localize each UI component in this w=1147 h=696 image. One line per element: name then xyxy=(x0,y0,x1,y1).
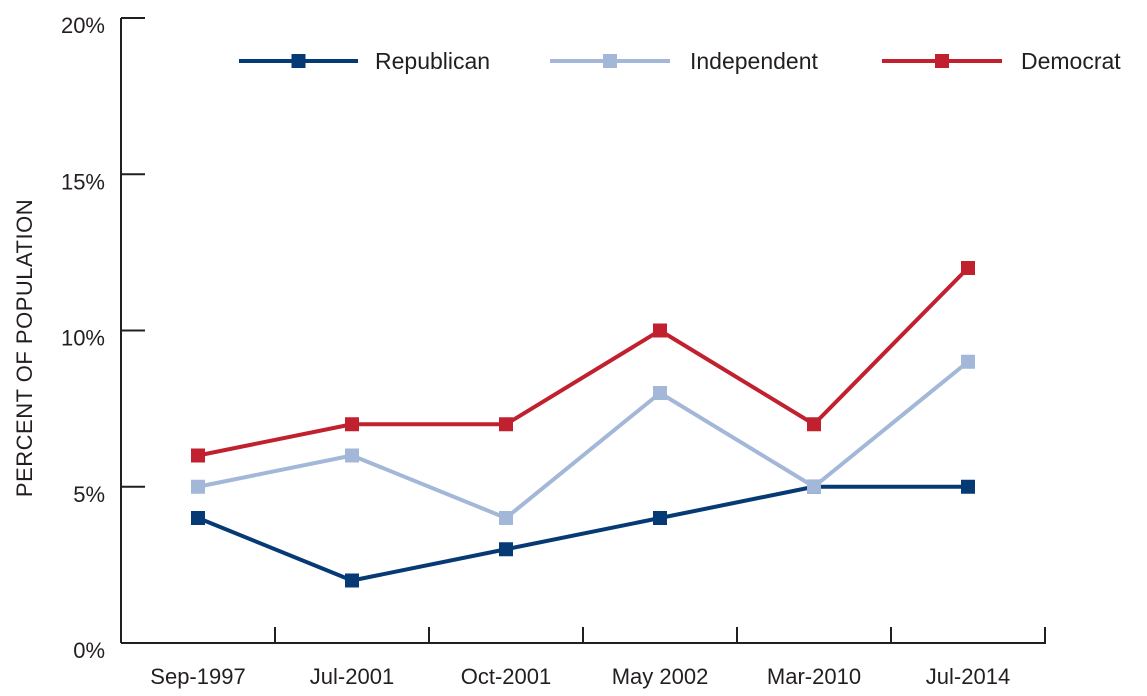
data-point-republican xyxy=(499,542,513,557)
y-tick-label: 15% xyxy=(61,169,105,194)
series-line-republican xyxy=(197,484,968,583)
data-point-independent xyxy=(499,511,513,525)
data-point-republican xyxy=(191,511,205,525)
legend-label-republican: Republican xyxy=(375,48,490,74)
x-tick-label: May 2002 xyxy=(612,664,709,689)
data-point-independent xyxy=(345,448,359,463)
y-axis-title: PERCENT OF POPULATION xyxy=(12,199,37,497)
series-markers xyxy=(191,261,975,588)
y-ticks: 0% 5% 10% 15% 20% xyxy=(61,13,145,663)
data-point-republican xyxy=(653,511,667,525)
x-tick-label: Oct-2001 xyxy=(461,664,552,689)
series-line-democrat xyxy=(197,266,970,458)
x-tick-label: Mar-2010 xyxy=(767,664,861,689)
legend-label-democrat: Democrat xyxy=(1021,48,1121,74)
data-point-independent xyxy=(653,386,667,400)
legend: Republican Independent Democrat xyxy=(239,48,1121,74)
data-point-independent xyxy=(961,354,975,369)
data-point-independent xyxy=(807,479,821,494)
series-line-independent xyxy=(197,360,970,520)
data-point-democrat xyxy=(499,417,513,432)
y-tick-label: 20% xyxy=(61,13,105,38)
series-lines xyxy=(197,266,970,583)
legend-label-independent: Independent xyxy=(690,48,819,74)
legend-marker-independent xyxy=(603,54,617,68)
y-axis-title-group: PERCENT OF POPULATION xyxy=(12,199,37,497)
legend-marker-democrat xyxy=(935,54,949,68)
x-ticks: Sep-1997 Jul-2001 Oct-2001 May 2002 Mar-2010… xyxy=(150,627,1046,689)
x-tick-label: Jul-2014 xyxy=(926,664,1010,689)
data-point-democrat xyxy=(961,261,975,275)
legend-marker-republican xyxy=(291,54,306,68)
y-tick-label: 0% xyxy=(73,638,105,663)
data-point-republican xyxy=(961,479,975,494)
data-point-independent xyxy=(191,479,205,494)
x-tick-label: Jul-2001 xyxy=(310,664,394,689)
data-point-democrat xyxy=(345,417,359,432)
data-point-democrat xyxy=(191,448,205,463)
y-tick-label: 10% xyxy=(61,326,105,351)
data-point-republican xyxy=(345,573,359,588)
data-point-democrat xyxy=(807,417,821,432)
data-point-democrat xyxy=(653,323,667,338)
y-tick-label: 5% xyxy=(73,482,105,507)
x-tick-label: Sep-1997 xyxy=(150,664,245,689)
